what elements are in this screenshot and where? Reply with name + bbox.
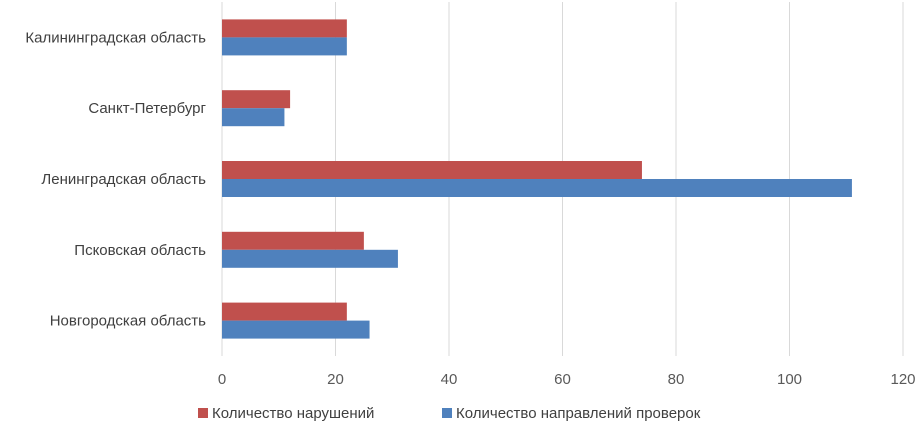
x-tick-label: 80 [668,371,685,388]
bar-violations [222,231,364,250]
legend-label[interactable]: Количество нарушений [212,405,374,422]
legend-swatch [198,408,208,418]
bar-inspections [222,320,370,339]
bar-violations [222,302,347,321]
legend-label[interactable]: Количество направлений проверок [456,405,701,422]
category-labels: Калининградская область Санкт-Петербург Ле… [25,29,206,329]
category-label: Ленинградская область [41,171,206,188]
legend-swatch [442,408,452,418]
category-label: Санкт-Петербург [88,100,206,117]
bar-inspections [222,37,347,56]
x-tick-label: 100 [777,371,802,388]
bar-inspections [222,249,398,268]
x-tick-label: 120 [890,371,915,388]
bars [222,19,852,339]
x-tick-label: 40 [441,371,458,388]
x-tick-label: 20 [327,371,344,388]
category-label: Калининградская область [25,29,206,46]
x-axis-ticks: 0 20 40 60 80 100 120 [218,371,916,388]
bar-violations [222,90,291,109]
legend[interactable]: Количество нарушений Количество направлен… [198,405,701,422]
bar-violations [222,161,642,179]
bar-violations [222,19,347,38]
category-label: Новгородская область [50,313,206,330]
x-tick-label: 60 [554,371,571,388]
category-label: Псковская область [74,242,206,259]
bar-inspections [222,179,852,197]
bar-inspections [222,108,285,127]
x-tick-label: 0 [218,371,226,388]
